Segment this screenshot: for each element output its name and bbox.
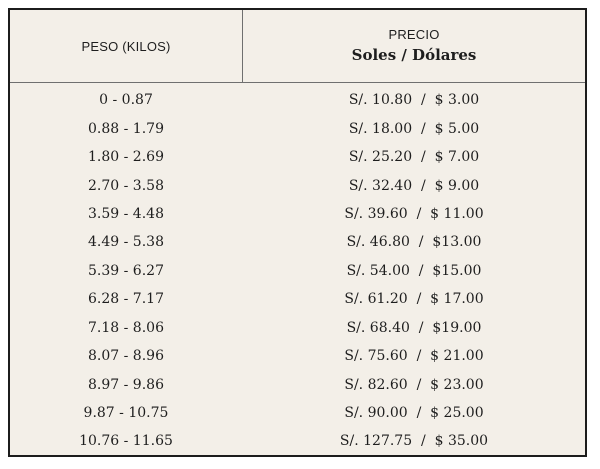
table-row: 2.70 - 3.58 S/. 32.40 / $ 9.00: [10, 171, 585, 199]
table-header: PESO (KILOS) PRECIO Soles / Dólares: [10, 10, 585, 83]
price-header-title: PRECIO: [388, 27, 440, 42]
price-cell: S/. 10.80 / $ 3.00: [348, 92, 480, 109]
price-cell: S/. 25.20 / $ 7.00: [348, 149, 480, 166]
table-row: 7.18 - 8.06 S/. 68.40 / $19.00: [10, 314, 585, 342]
weight-cell: 0.88 - 1.79: [88, 120, 164, 137]
price-table: PESO (KILOS) PRECIO Soles / Dólares 0 - …: [8, 8, 587, 457]
price-cell: S/. 90.00 / $ 25.00: [344, 405, 484, 422]
weight-column-header: PESO (KILOS): [81, 38, 171, 54]
weight-cell: 2.70 - 3.58: [88, 177, 164, 194]
price-cell: S/. 75.60 / $ 21.00: [344, 348, 484, 365]
weight-cell: 7.18 - 8.06: [88, 319, 164, 336]
price-cell: S/. 39.60 / $ 11.00: [344, 205, 484, 222]
table-row: 9.87 - 10.75 S/. 90.00 / $ 25.00: [10, 399, 585, 427]
column-divider: [242, 10, 243, 82]
table-body: 0 - 0.87 S/. 10.80 / $ 3.00 0.88 - 1.79 S/.…: [10, 86, 585, 456]
table-row: 6.28 - 7.17 S/. 61.20 / $ 17.00: [10, 285, 585, 313]
price-cell: S/. 54.00 / $15.00: [346, 262, 482, 279]
weight-cell: 1.80 - 2.69: [88, 149, 164, 166]
price-cell: S/. 46.80 / $13.00: [346, 234, 482, 251]
price-cell: S/. 82.60 / $ 23.00: [344, 376, 484, 393]
table-row: 0 - 0.87 S/. 10.80 / $ 3.00: [10, 86, 585, 114]
price-cell: S/. 61.20 / $ 17.00: [344, 291, 484, 308]
weight-cell: 5.39 - 6.27: [88, 262, 164, 279]
weight-cell: 8.07 - 8.96: [88, 348, 164, 365]
table-row: 8.97 - 9.86 S/. 82.60 / $ 23.00: [10, 370, 585, 398]
table-row: 0.88 - 1.79 S/. 18.00 / $ 5.00: [10, 114, 585, 142]
weight-cell: 6.28 - 7.17: [88, 291, 164, 308]
weight-cell: 4.49 - 5.38: [88, 234, 164, 251]
weight-cell: 0 - 0.87: [99, 92, 153, 109]
weight-cell: 10.76 - 11.65: [79, 433, 173, 450]
price-cell: S/. 18.00 / $ 5.00: [348, 120, 480, 137]
weight-cell: 9.87 - 10.75: [83, 405, 169, 422]
price-column-header: PRECIO Soles / Dólares: [243, 10, 585, 82]
weight-cell: 3.59 - 4.48: [88, 205, 164, 222]
price-cell: S/. 68.40 / $19.00: [346, 319, 482, 336]
table-row: 10.76 - 11.65 S/. 127.75 / $ 35.00: [10, 427, 585, 455]
table-row: 4.49 - 5.38 S/. 46.80 / $13.00: [10, 228, 585, 256]
price-header-subtitle: Soles / Dólares: [351, 46, 477, 64]
price-cell: S/. 127.75 / $ 35.00: [339, 433, 489, 450]
table-row: 3.59 - 4.48 S/. 39.60 / $ 11.00: [10, 200, 585, 228]
table-row: 5.39 - 6.27 S/. 54.00 / $15.00: [10, 257, 585, 285]
price-cell: S/. 32.40 / $ 9.00: [348, 177, 480, 194]
table-row: 8.07 - 8.96 S/. 75.60 / $ 21.00: [10, 342, 585, 370]
table-row: 1.80 - 2.69 S/. 25.20 / $ 7.00: [10, 143, 585, 171]
weight-cell: 8.97 - 9.86: [88, 376, 164, 393]
